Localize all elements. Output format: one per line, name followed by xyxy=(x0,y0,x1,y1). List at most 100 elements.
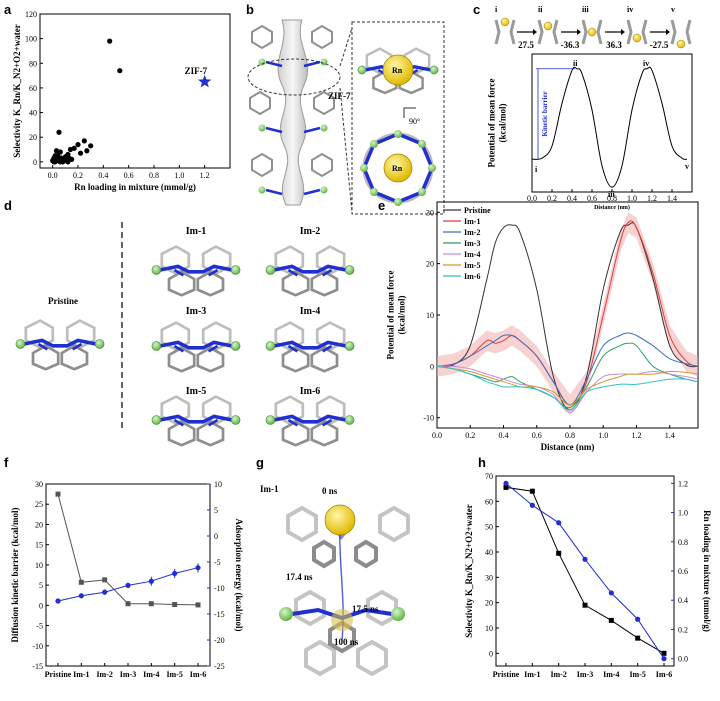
panel-h-dual-axis-chart: 0 10 20 30 40 50 60 70 0.0 0.2 0.4 0.6 0.8 1.0 1.2 Pris… xyxy=(464,472,712,679)
f-xtick-label: Im-1 xyxy=(73,670,89,679)
kinetic-barrier-marker xyxy=(172,602,178,608)
f-xtick-label: Im-5 xyxy=(166,670,182,679)
state-radon xyxy=(543,21,553,31)
f-xtick-label: Im-2 xyxy=(96,670,112,679)
f-xtick-label: Pristine xyxy=(45,670,72,679)
selectivity-marker xyxy=(582,602,588,608)
trajectory-title: Im-1 xyxy=(260,484,279,494)
h2-ytick-label: 0.0 xyxy=(678,655,688,664)
a-ylabel: Selectivity K_Rn/K_N2+O2+water xyxy=(12,24,22,157)
c-ylabel-line1: Potential of mean force xyxy=(487,78,497,167)
f2-ytick-label: -5 xyxy=(214,558,221,567)
variant-label-2: Im-2 xyxy=(300,226,321,237)
data-point xyxy=(75,141,81,148)
data-point xyxy=(60,158,66,164)
variant-label-6: Im-6 xyxy=(300,386,321,397)
a-ytick-label: 60 xyxy=(29,84,37,93)
h2-ytick-label: 0.6 xyxy=(678,567,688,576)
c-xlabel: Distance (nm) xyxy=(594,204,630,211)
kinetic-barrier-line xyxy=(57,493,199,606)
time-label-3: 100 ns xyxy=(334,637,359,647)
legend-label: Im-1 xyxy=(464,217,480,226)
e-ylabel-line1: Potential of mean force xyxy=(386,270,396,359)
adsorption-energy-marker xyxy=(148,578,154,584)
pmf-curve-im-2 xyxy=(436,332,699,406)
h-xtick-label: Im-2 xyxy=(550,670,566,679)
data-point xyxy=(117,68,123,74)
pmf-curve-pristine xyxy=(531,66,688,188)
radon-atom xyxy=(382,54,414,86)
a-ytick-label: 80 xyxy=(29,59,37,68)
panel-label-b: b xyxy=(246,2,254,17)
a-ytick-label: 120 xyxy=(25,10,37,19)
state-icon-i: i xyxy=(494,5,516,45)
panel-label-d: d xyxy=(4,198,12,213)
kinetic-barrier-marker xyxy=(195,602,201,608)
data-point xyxy=(84,148,90,154)
f-ytick-label: 30 xyxy=(35,480,43,489)
f-ylabel: Diffusion kinetic barrier (kcal/mol) xyxy=(10,507,20,642)
time-label-0: 0 ns xyxy=(322,486,338,496)
h-ytick-label: 0 xyxy=(489,649,493,658)
panel-f-dual-axis-chart: -15 -10 -5 0 5 10 15 20 25 30 -25 -20 -15 -10 -5 0 5 10 Pr… xyxy=(10,480,244,679)
data-point xyxy=(81,138,87,144)
transition-arrowhead xyxy=(666,29,670,35)
transition-arrowhead xyxy=(533,29,537,35)
pmf-curve-im-1 xyxy=(436,220,699,406)
radon-label-top: Rn xyxy=(392,66,403,75)
rn-loading-marker xyxy=(661,656,667,662)
zif7-star-marker xyxy=(198,74,212,88)
data-point xyxy=(52,153,58,159)
f-xtick-label: Im-3 xyxy=(120,670,136,679)
f2-ytick-label: 5 xyxy=(214,506,218,515)
panel-d: d Pristine Im-1 Im-2 Im-3 Im-4 Im-5 Im-6 xyxy=(4,198,356,448)
variant-label-4: Im-4 xyxy=(300,306,321,317)
e-xtick-label: 0.0 xyxy=(432,431,442,440)
e-xlabel: Distance (nm) xyxy=(541,442,595,452)
c-xtick-label: 0.6 xyxy=(587,194,597,203)
rn-loading-marker xyxy=(608,590,614,596)
selectivity-marker xyxy=(503,484,509,490)
h-xtick-label: Im-4 xyxy=(603,670,619,679)
kinetic-barrier-marker xyxy=(55,491,61,497)
kinetic-barrier-marker xyxy=(102,577,108,583)
variant-label-1: Im-1 xyxy=(186,226,207,237)
data-point xyxy=(71,145,77,151)
panel-b: b ZIF-7 xyxy=(246,2,445,215)
c-xtick-label: 0.0 xyxy=(527,194,537,203)
e-xtick-label: 1.0 xyxy=(598,431,608,440)
f2-ytick-label: -20 xyxy=(214,636,225,645)
data-point xyxy=(69,156,75,162)
trajectory-molecule: 0 ns 17.4 ns 17.5 ns 100 ns xyxy=(279,486,410,677)
f-ytick-label: 20 xyxy=(35,520,43,529)
state-label: i xyxy=(495,5,498,14)
state-radon xyxy=(587,27,597,37)
h-xtick-label: Im-3 xyxy=(577,670,593,679)
curve-state-v: v xyxy=(685,162,689,171)
rn-loading-marker xyxy=(529,502,535,508)
state-radon xyxy=(500,17,510,27)
a-xtick-label: 0.2 xyxy=(73,171,83,180)
f-ytick-label: -15 xyxy=(32,662,43,671)
data-point xyxy=(65,159,71,165)
panel-e-pmf-chart: 0.0 0.2 0.4 0.6 0.8 1.0 1.2 1.4 -10 0 10 20 30 Pristi… xyxy=(386,201,699,452)
a-xlabel: Rn loading in mixture (mmol/g) xyxy=(74,182,196,192)
a-xtick-label: 1.2 xyxy=(200,171,210,180)
variant-molecule-5 xyxy=(150,394,242,448)
legend-label: Pristine xyxy=(464,206,491,215)
adsorption-energy-marker xyxy=(102,589,108,595)
state-icon-v: v xyxy=(670,5,692,49)
kinetic-barrier-marker xyxy=(148,601,154,607)
data-point xyxy=(56,129,62,135)
h-xtick-label: Im-5 xyxy=(629,670,645,679)
f-xtick-label: Im-6 xyxy=(190,670,206,679)
pristine-label: Pristine xyxy=(48,296,78,306)
e-xtick-label: 1.2 xyxy=(631,431,641,440)
time-label-2: 17.5 ns xyxy=(352,604,379,614)
h2-ytick-label: 1.2 xyxy=(678,479,688,488)
h-y2label: Rn loading in mixture (mmol/g) xyxy=(702,510,712,632)
plot-frame-a xyxy=(39,13,231,169)
f-y2label: Adsorption energy (kcal/mol) xyxy=(234,519,244,632)
e-ylabel: Potential of mean force(kcal/mol) xyxy=(386,270,407,359)
